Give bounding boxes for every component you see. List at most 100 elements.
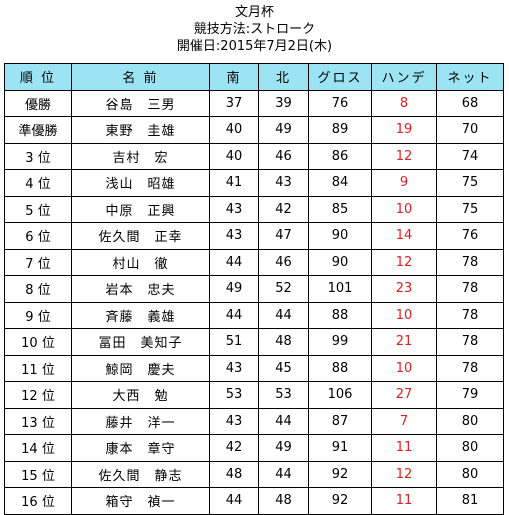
column-header-rank: 順 位 [4, 63, 72, 91]
results-table: 順 位 名 前 南 北 グロス ハンデ ネット 優勝 谷島 三男 37 39 76 8 68… [4, 63, 504, 515]
north-score-cell: 46 [258, 142, 309, 170]
rank-cell: 7 位 [4, 248, 72, 276]
table-row: 12 位大西 勉 53 53 106 27 79 [4, 381, 504, 409]
table-row: 11 位鯨岡 慶夫 43 45 88 10 78 [4, 354, 504, 382]
table-row: 14 位康本 章守 42 49 91 11 80 [4, 434, 504, 462]
rank-cell: 3 位 [4, 142, 72, 170]
north-score-cell: 45 [258, 354, 309, 382]
gross-score-cell: 106 [308, 381, 372, 409]
table-row: 15 位佐久間 静志 48 44 92 12 80 [4, 460, 504, 488]
table-row: 16 位箱守 禎一 44 48 92 11 81 [4, 487, 504, 515]
table-row: 7 位村山 徹 44 46 90 12 78 [4, 248, 504, 276]
column-header-name: 名 前 [71, 63, 210, 91]
column-header-handicap: ハンデ [371, 63, 437, 91]
south-score-cell: 40 [209, 116, 259, 144]
handicap-cell: 12 [371, 142, 437, 170]
north-score-cell: 52 [258, 275, 309, 303]
rank-cell: 14 位 [4, 434, 72, 462]
table-row: 6 位佐久間 正幸 43 47 90 14 76 [4, 222, 504, 250]
rank-cell: 8 位 [4, 275, 72, 303]
south-score-cell: 44 [209, 487, 259, 515]
name-cell: 冨田 美知子 [71, 328, 210, 356]
name-cell: 佐久間 正幸 [71, 222, 210, 250]
south-score-cell: 43 [209, 354, 259, 382]
column-header-gross: グロス [308, 63, 372, 91]
gross-score-cell: 87 [308, 407, 372, 435]
gross-score-cell: 88 [308, 354, 372, 382]
column-header-south: 南 [209, 63, 259, 91]
gross-score-cell: 92 [308, 487, 372, 515]
name-cell: 東野 圭雄 [71, 116, 210, 144]
north-score-cell: 48 [258, 328, 309, 356]
name-cell: 谷島 三男 [71, 89, 210, 117]
north-score-cell: 44 [258, 460, 309, 488]
north-score-cell: 43 [258, 169, 309, 197]
north-score-cell: 39 [258, 89, 309, 117]
net-score-cell: 78 [436, 301, 504, 329]
column-header-north: 北 [258, 63, 309, 91]
net-score-cell: 68 [436, 89, 504, 117]
net-score-cell: 74 [436, 142, 504, 170]
handicap-cell: 11 [371, 434, 437, 462]
handicap-cell: 10 [371, 195, 437, 223]
north-score-cell: 47 [258, 222, 309, 250]
rank-cell: 12 位 [4, 381, 72, 409]
handicap-cell: 10 [371, 301, 437, 329]
table-row: 5 位中原 正興 43 42 85 10 75 [4, 195, 504, 223]
gross-score-cell: 90 [308, 248, 372, 276]
event-title: 文月杯 [234, 5, 274, 20]
name-cell: 斉藤 義雄 [71, 301, 210, 329]
handicap-cell: 21 [371, 328, 437, 356]
south-score-cell: 42 [209, 434, 259, 462]
name-cell: 藤井 洋一 [71, 407, 210, 435]
handicap-cell: 10 [371, 354, 437, 382]
table-row: 10 位冨田 美知子 51 48 99 21 78 [4, 328, 504, 356]
rank-cell: 13 位 [4, 407, 72, 435]
gross-score-cell: 99 [308, 328, 372, 356]
competition-method: 競技方法:ストローク [193, 22, 316, 37]
handicap-cell: 12 [371, 460, 437, 488]
net-score-cell: 75 [436, 169, 504, 197]
south-score-cell: 37 [209, 89, 259, 117]
net-score-cell: 78 [436, 275, 504, 303]
rank-cell: 11 位 [4, 354, 72, 382]
north-score-cell: 44 [258, 301, 309, 329]
net-score-cell: 75 [436, 195, 504, 223]
gross-score-cell: 84 [308, 169, 372, 197]
rank-cell: 準優勝 [4, 116, 72, 144]
south-score-cell: 44 [209, 301, 259, 329]
handicap-cell: 9 [371, 169, 437, 197]
handicap-cell: 12 [371, 248, 437, 276]
name-cell: 村山 徹 [71, 248, 210, 276]
south-score-cell: 44 [209, 248, 259, 276]
net-score-cell: 79 [436, 381, 504, 409]
name-cell: 鯨岡 慶夫 [71, 354, 210, 382]
south-score-cell: 51 [209, 328, 259, 356]
north-score-cell: 46 [258, 248, 309, 276]
name-cell: 岩本 忠夫 [71, 275, 210, 303]
south-score-cell: 41 [209, 169, 259, 197]
net-score-cell: 78 [436, 354, 504, 382]
north-score-cell: 53 [258, 381, 309, 409]
name-cell: 佐久間 静志 [71, 460, 210, 488]
table-row: 準優勝 東野 圭雄 40 49 89 19 70 [4, 116, 504, 144]
handicap-cell: 14 [371, 222, 437, 250]
name-cell: 箱守 禎一 [71, 487, 210, 515]
south-score-cell: 40 [209, 142, 259, 170]
gross-score-cell: 89 [308, 116, 372, 144]
table-row: 8 位岩本 忠夫 49 52 101 23 78 [4, 275, 504, 303]
table-row: 4 位浅山 昭雄 41 43 84 9 75 [4, 169, 504, 197]
south-score-cell: 49 [209, 275, 259, 303]
net-score-cell: 80 [436, 434, 504, 462]
rank-cell: 優勝 [4, 89, 72, 117]
south-score-cell: 43 [209, 407, 259, 435]
rank-cell: 10 位 [4, 328, 72, 356]
handicap-cell: 11 [371, 487, 437, 515]
rank-cell: 16 位 [4, 487, 72, 515]
event-date: 開催日:2015年7月2日(木) [176, 39, 333, 54]
net-score-cell: 70 [436, 116, 504, 144]
document-header: 文月杯 競技方法:ストローク 開催日:2015年7月2日(木) [0, 0, 509, 55]
table-header-row: 順 位 名 前 南 北 グロス ハンデ ネット [4, 63, 504, 91]
south-score-cell: 48 [209, 460, 259, 488]
column-header-net: ネット [436, 63, 504, 91]
